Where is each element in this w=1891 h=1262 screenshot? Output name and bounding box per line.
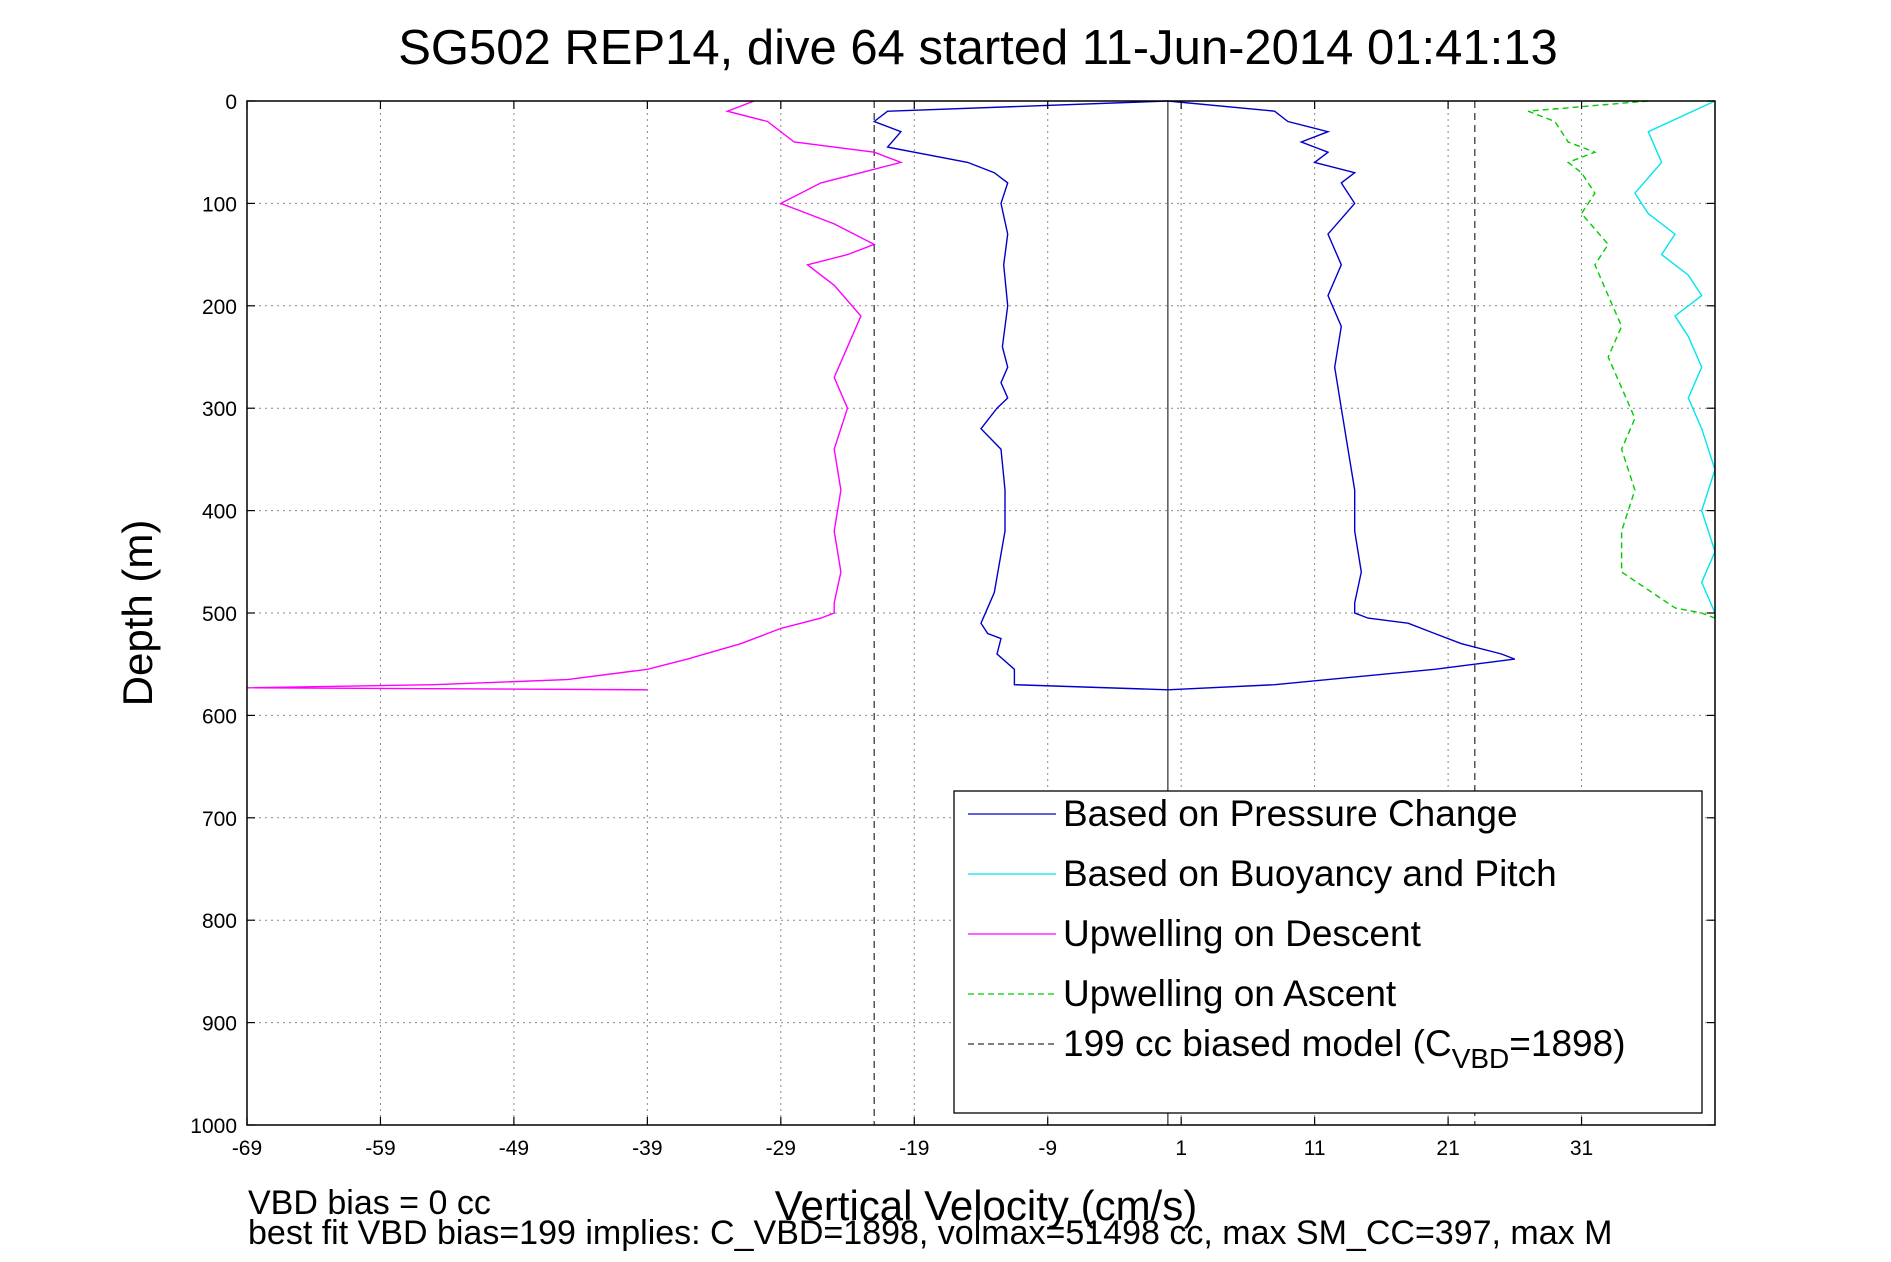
legend-label: Upwelling on Ascent xyxy=(1063,973,1397,1014)
y-ticks: 0 100 200 300 400 500 600 700 800 900 1000 xyxy=(190,91,1715,1138)
y-tick-label: 400 xyxy=(202,501,237,524)
x-tick-label: 21 xyxy=(1436,1137,1459,1160)
y-tick-label: 200 xyxy=(202,296,237,319)
x-tick-label: -59 xyxy=(365,1137,395,1160)
series-based-on-pressure-change-line xyxy=(1167,100,1516,691)
chart-title: SG502 REP14, dive 64 started 11-Jun-2014… xyxy=(398,21,1558,75)
y-tick-label: 1000 xyxy=(190,1115,237,1138)
y-axis-label: Depth (m) xyxy=(114,520,161,707)
series-based-on-pressure-change-line xyxy=(872,100,1168,691)
x-tick-label: 1 xyxy=(1175,1137,1187,1160)
series-based-on-buoyancy-and-pitch-line xyxy=(1634,100,1716,619)
y-tick-label: 500 xyxy=(202,603,237,626)
x-tick-label: -69 xyxy=(232,1137,262,1160)
legend-label: Based on Buoyancy and Pitch xyxy=(1063,853,1557,894)
legend-label: Upwelling on Descent xyxy=(1063,913,1422,954)
plot-series xyxy=(246,100,1716,691)
x-tick-label: -19 xyxy=(899,1137,929,1160)
series-upwelling-on-ascent-line xyxy=(1527,100,1716,619)
x-tick-label: -39 xyxy=(632,1137,662,1160)
x-tick-label: 31 xyxy=(1570,1137,1593,1160)
series-upwelling-on-descent-line xyxy=(246,100,904,691)
annotation-vbd-bias: VBD bias = 0 cc xyxy=(248,1184,491,1222)
x-tick-label: -29 xyxy=(766,1137,796,1160)
y-tick-label: 900 xyxy=(202,1013,237,1036)
x-ticks: -69 -59 -49 -39 -29 -19 -9 1 11 21 31 xyxy=(232,101,1593,1160)
legend-box xyxy=(953,790,1703,1114)
y-tick-label: 600 xyxy=(202,705,237,728)
y-tick-label: 800 xyxy=(202,910,237,933)
legend-label: 199 cc biased model (CVBD=1898) xyxy=(1063,1023,1626,1074)
y-tick-label: 0 xyxy=(225,91,237,114)
y-tick-label: 700 xyxy=(202,808,237,831)
x-tick-label: -49 xyxy=(499,1137,529,1160)
x-tick-label: 11 xyxy=(1304,1137,1326,1160)
y-tick-label: 100 xyxy=(202,193,237,216)
x-axis-label: Vertical Velocity (cm/s) xyxy=(775,1182,1197,1229)
y-tick-label: 300 xyxy=(202,398,237,421)
legend-label: Based on Pressure Change xyxy=(1063,793,1518,834)
legend: Based on Pressure Change Based on Buoyanc… xyxy=(953,790,1703,1114)
annotation-best-fit: best fit VBD bias=199 implies: C_VBD=189… xyxy=(248,1214,1612,1252)
x-tick-label: -9 xyxy=(1038,1137,1057,1160)
